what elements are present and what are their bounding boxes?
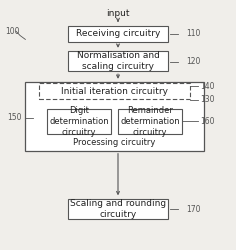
Text: input: input (106, 9, 130, 18)
Bar (47, 109, 111, 134)
Text: Initial iteration circuitry: Initial iteration circuitry (61, 87, 168, 96)
Text: 120: 120 (186, 58, 201, 66)
Text: 130: 130 (201, 96, 215, 104)
Bar (118, 109, 182, 134)
Text: Scaling and rounding
circuitry: Scaling and rounding circuitry (70, 199, 166, 219)
Text: 150: 150 (7, 113, 21, 122)
Bar (39, 83, 190, 99)
Text: 140: 140 (201, 82, 215, 91)
Text: Digit
determination
circuitry: Digit determination circuitry (49, 106, 109, 137)
Text: 100: 100 (5, 27, 20, 36)
Text: Normalisation and
scaling circuitry: Normalisation and scaling circuitry (76, 51, 160, 71)
Text: Receiving circuitry: Receiving circuitry (76, 29, 160, 38)
Text: Remainder
determination
circuitry: Remainder determination circuitry (120, 106, 180, 137)
Bar (68, 51, 168, 71)
Text: 170: 170 (186, 205, 201, 214)
Text: 110: 110 (186, 29, 201, 38)
Text: Processing circuitry: Processing circuitry (73, 138, 156, 147)
Text: 160: 160 (201, 117, 215, 126)
Bar (25, 82, 204, 150)
Bar (68, 199, 168, 219)
Bar (68, 26, 168, 42)
